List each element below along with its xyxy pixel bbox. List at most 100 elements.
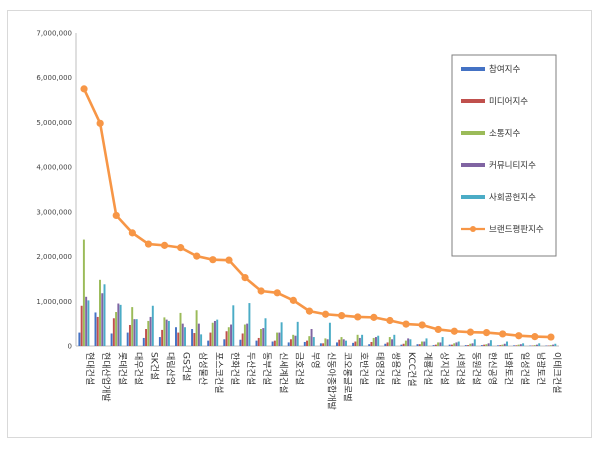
bar — [87, 300, 90, 346]
line-marker — [482, 328, 491, 337]
bar — [85, 296, 88, 346]
bar — [112, 318, 115, 346]
bar — [352, 342, 355, 346]
line-marker — [547, 333, 555, 341]
bar — [312, 337, 315, 346]
bar — [416, 344, 419, 346]
bar — [207, 340, 210, 346]
line-marker — [209, 256, 217, 264]
x-tick-label: 동원건설 — [470, 352, 481, 385]
bar — [149, 316, 152, 346]
bar — [225, 331, 228, 346]
bar — [200, 334, 203, 346]
bar — [439, 342, 442, 346]
x-tick-label: 신동아종합개발 — [326, 352, 337, 410]
bar — [230, 324, 233, 346]
brand-reputation-chart: 0 1,000,000 2,000,000 3,000,000 4,000,000 5,0… — [36, 30, 562, 410]
bar — [425, 338, 428, 346]
bar — [453, 343, 456, 346]
bar — [195, 310, 198, 346]
x-tick-label: 서희건설 — [454, 352, 466, 385]
bar — [471, 343, 474, 346]
bar — [319, 343, 322, 346]
line-marker — [418, 321, 426, 329]
bar — [294, 335, 297, 346]
bar — [167, 320, 170, 346]
bar — [538, 343, 541, 346]
line-marker — [386, 316, 394, 325]
bar — [377, 335, 380, 346]
bar — [372, 337, 375, 346]
legend-label: 사회공헌지수 — [489, 193, 536, 203]
bar — [434, 344, 437, 346]
bar — [384, 343, 387, 346]
line-marker — [434, 325, 442, 334]
bar — [175, 327, 177, 346]
bar — [278, 332, 281, 346]
bar — [135, 319, 138, 346]
bar — [501, 344, 504, 346]
bar — [78, 332, 81, 346]
bar — [404, 340, 407, 346]
bar — [260, 329, 262, 346]
bar — [213, 320, 216, 346]
bar — [101, 293, 104, 346]
legend-swatch — [461, 131, 485, 135]
x-tick-label: 신세계건설 — [277, 352, 289, 393]
bar — [485, 344, 488, 346]
bar — [326, 339, 329, 346]
chart-frame: 0 1,000,000 2,000,000 3,000,000 4,000,000 5,0… — [7, 10, 592, 438]
bar — [151, 305, 154, 346]
bar — [110, 333, 113, 346]
bar — [506, 341, 508, 346]
bar — [342, 339, 345, 346]
bar — [142, 337, 145, 346]
bar — [409, 339, 412, 346]
bar — [296, 321, 299, 346]
y-tick-label: 1,000,000 — [36, 298, 72, 306]
line-marker — [370, 313, 378, 321]
line-marker — [466, 328, 475, 336]
bar — [117, 303, 120, 346]
x-tick-label: KCC건설 — [406, 352, 417, 387]
bar — [179, 312, 182, 346]
bar — [211, 322, 214, 346]
line-marker — [177, 244, 185, 252]
bar — [448, 344, 451, 346]
bar — [450, 344, 453, 346]
bar — [131, 307, 134, 346]
legend-swatch — [461, 67, 485, 71]
bar — [464, 345, 467, 346]
bar — [388, 337, 391, 346]
bar — [257, 337, 260, 346]
legend-label: 커뮤니티지수 — [489, 160, 536, 171]
bar — [147, 320, 150, 346]
bar — [191, 329, 194, 346]
bar — [552, 344, 555, 346]
line-layer — [80, 85, 555, 341]
legend-swatch — [461, 163, 485, 167]
bar — [467, 345, 470, 346]
line-marker — [321, 310, 330, 318]
bar — [165, 319, 168, 346]
bar — [345, 340, 347, 346]
x-tick-label: 포스코건설 — [213, 352, 224, 393]
bar — [473, 339, 476, 346]
legend-label: 브랜드평판지수 — [489, 224, 544, 235]
bar — [241, 333, 244, 346]
y-tick-label: 6,000,000 — [36, 74, 72, 82]
bar — [303, 341, 306, 346]
bar — [273, 340, 276, 346]
bar — [483, 344, 486, 346]
bar — [264, 318, 267, 346]
bar — [103, 284, 106, 346]
x-tick-label: 쌍용건설 — [390, 352, 401, 385]
bar — [358, 337, 361, 346]
axis-layer: 0 1,000,000 2,000,000 3,000,000 4,000,000 5,0… — [36, 30, 559, 351]
line-marker — [515, 332, 523, 340]
bar — [94, 312, 97, 346]
bar — [533, 345, 536, 346]
bar — [322, 343, 325, 346]
bar — [80, 305, 83, 346]
